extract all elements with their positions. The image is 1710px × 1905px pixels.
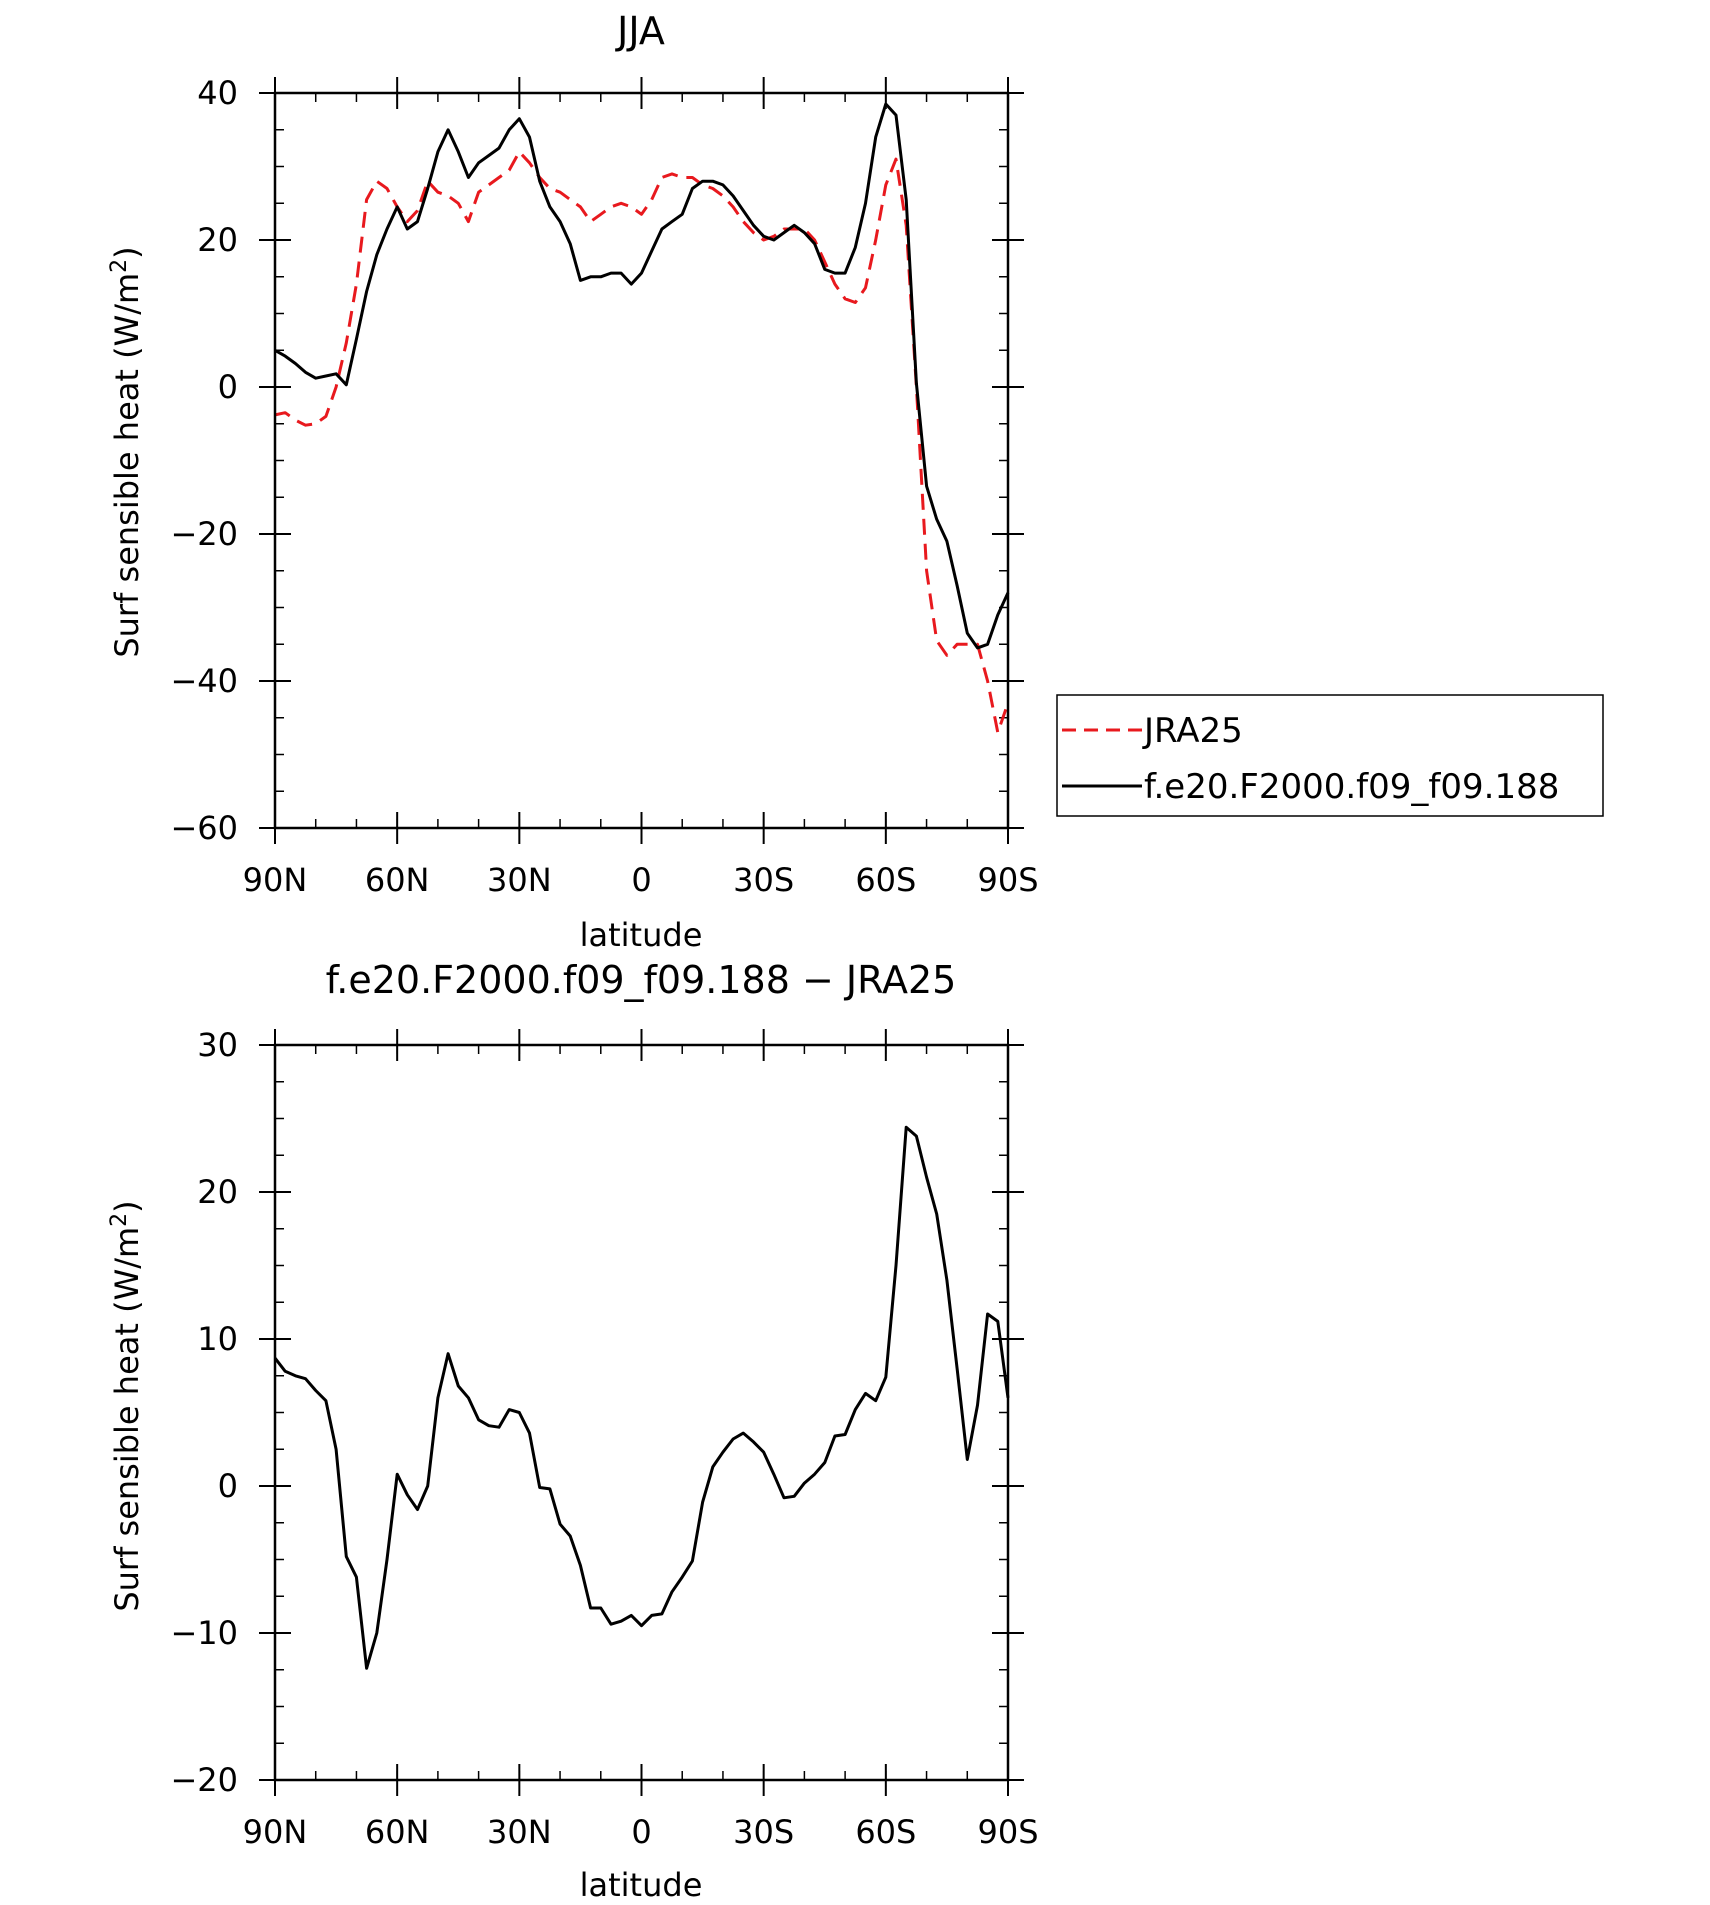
top-x-tick-label: 60N (365, 861, 430, 899)
top-panel: JJA 90N 60N 30N 0 30S 60S 90S 40 20 0 −20 −40 −60 la… (107, 9, 1039, 954)
top-y-tick-label: 40 (197, 74, 238, 112)
top-y-axis-label-main: Surf sensible heat (W/m (108, 273, 146, 658)
bottom-x-tick-label: 90S (977, 1813, 1038, 1851)
bottom-x-tick-label: 60S (855, 1813, 916, 1851)
top-x-tick-label: 30N (487, 861, 552, 899)
top-x-axis-label: latitude (580, 916, 703, 954)
bottom-y-axis-label-main: Surf sensible heat (W/m (108, 1227, 146, 1612)
bottom-x-tick-label: 60N (365, 1813, 430, 1851)
top-x-tick-label: 60S (855, 861, 916, 899)
bottom-panel: f.e20.F2000.f09_f09.188 − JRA25 90N 60N 30… (107, 958, 1039, 1904)
bottom-chart-title: f.e20.F2000.f09_f09.188 − JRA25 (326, 958, 957, 1002)
bottom-x-tick-label: 0 (631, 1813, 651, 1851)
bottom-x-tick-label: 30N (487, 1813, 552, 1851)
bottom-x-tick-label: 30S (733, 1813, 794, 1851)
bottom-y-tick-label: 10 (197, 1320, 238, 1358)
bottom-y-tick-label: 30 (197, 1026, 238, 1064)
top-series-line-jra25 (274, 150, 1010, 734)
bottom-y-axis-label-superscript: 2 (107, 1213, 132, 1227)
bottom-y-axis-label: Surf sensible heat (W/m2) (107, 1200, 146, 1611)
top-x-tick-label: 30S (733, 861, 794, 899)
top-plot-area: 90N 60N 30N 0 30S 60S 90S 40 20 0 −20 −40 −60 (170, 74, 1038, 899)
top-y-tick-label: −20 (170, 515, 238, 553)
bottom-y-tick-label: −10 (170, 1614, 238, 1652)
bottom-y-axis-label-end: ) (108, 1200, 146, 1212)
bottom-x-axis-label: latitude (580, 1866, 703, 1904)
legend-label-model: f.e20.F2000.f09_f09.188 (1144, 767, 1559, 807)
legend: JRA25 f.e20.F2000.f09_f09.188 (1056, 694, 1604, 817)
bottom-series-line-difference (273, 1125, 1010, 1670)
legend-label-jra25: JRA25 (1142, 711, 1243, 751)
legend-box (1056, 694, 1604, 817)
top-chart-title: JJA (615, 9, 665, 53)
top-x-tick-label: 90N (243, 861, 308, 899)
top-plot-frame (273, 91, 1010, 830)
bottom-plot-frame (273, 1043, 1010, 1782)
bottom-y-tick-label: 0 (218, 1467, 238, 1505)
top-y-axis-label: Surf sensible heat (W/m2) (107, 246, 146, 657)
top-y-axis-label-superscript: 2 (107, 259, 132, 273)
top-y-tick-label: −40 (170, 662, 238, 700)
top-series-line-f-e20-f2000-f09-f09-188 (274, 102, 1010, 650)
bottom-x-tick-label: 90N (243, 1813, 308, 1851)
top-y-tick-label: 0 (218, 368, 238, 406)
bottom-y-tick-label: 20 (197, 1173, 238, 1211)
top-y-axis-label-end: ) (108, 246, 146, 258)
top-x-tick-label: 90S (977, 861, 1038, 899)
top-y-tick-label: −60 (170, 809, 238, 847)
bottom-plot-area: 90N 60N 30N 0 30S 60S 90S 30 20 10 0 −10 −20 (170, 1026, 1038, 1851)
top-x-tick-label: 0 (631, 861, 651, 899)
top-y-tick-label: 20 (197, 221, 238, 259)
bottom-y-tick-label: −20 (170, 1761, 238, 1799)
